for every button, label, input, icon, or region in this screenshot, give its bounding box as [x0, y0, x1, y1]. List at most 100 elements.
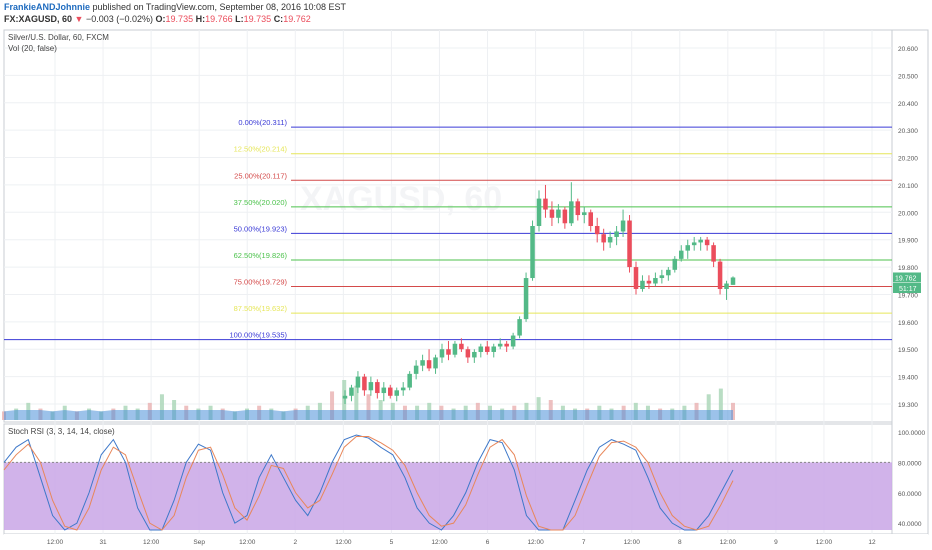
candle-body [472, 351, 477, 358]
candle-body [620, 220, 626, 232]
candle-body [679, 250, 684, 259]
stoch-tick: 100.0000 [898, 430, 925, 437]
candle-body [413, 365, 419, 374]
current-price-value: 19.762 [895, 275, 917, 282]
candle-body [549, 209, 555, 218]
candle-body [485, 346, 490, 352]
volume-layer [2, 380, 735, 420]
candle-body [381, 387, 387, 394]
volume-bar [159, 394, 164, 420]
candle-body [685, 245, 690, 251]
volume-bar [366, 394, 371, 420]
candle-body [530, 226, 535, 279]
volume-bar [706, 394, 711, 420]
time-tick: 31 [99, 539, 107, 546]
fibonacci-retracement[interactable]: 0.00%(20.311) 12.50%(20.214) 25.00%(20.117… [4, 118, 892, 341]
time-tick: 12 [868, 539, 876, 546]
stoch-k-line [3, 434, 734, 531]
candle-body [465, 349, 471, 358]
candle-body [640, 280, 645, 289]
change-arrow: ▼ [74, 14, 84, 24]
fib-level-label: 75.00%(19.729) [234, 278, 288, 287]
time-tick: 12:00 [816, 539, 833, 546]
time-tick: 12:00 [143, 539, 160, 546]
candle-body [426, 360, 432, 369]
candle-body [730, 277, 736, 285]
candle-body [510, 335, 516, 347]
author-link[interactable]: FrankieANDJohnnie [4, 2, 91, 12]
volume-legend: Vol (20, false) [8, 44, 57, 53]
stoch-d-line [3, 436, 734, 531]
candle-body [717, 261, 723, 289]
candle-body [478, 346, 484, 352]
time-axis[interactable] [4, 534, 928, 548]
pane-title: Silver/U.S. Dollar, 60, FXCM [8, 33, 109, 42]
price-tick: 19.800 [898, 265, 918, 272]
time-tick: 9 [774, 539, 778, 546]
price-tick: 19.500 [898, 347, 918, 354]
fib-level-label: 87.50%(19.632) [234, 304, 288, 313]
candle-body [575, 201, 581, 216]
fib-level-label: 0.00%(20.311) [238, 118, 287, 127]
fib-level-label: 37.50%(20.020) [234, 198, 288, 207]
volume-bar [342, 380, 347, 420]
candle-body [491, 346, 496, 352]
open-label: O: [155, 14, 166, 24]
price-tick: 20.500 [898, 73, 918, 80]
candle-body [368, 382, 374, 391]
stoch-title: Stoch RSI (3, 3, 14, 14, close) [8, 427, 115, 436]
candle-body [588, 212, 593, 226]
candle-body [452, 343, 458, 355]
candle-body [666, 269, 671, 276]
volume-bar [718, 388, 723, 420]
candle-body [724, 283, 729, 289]
published-text: published on TradingView.com, September … [92, 2, 347, 12]
candle-body [607, 236, 613, 243]
time-tick: 2 [293, 539, 297, 546]
price-tick: 20.400 [898, 101, 918, 108]
candle-body [646, 280, 652, 284]
stoch-tick: 60.0000 [898, 491, 922, 498]
high-value: 19.766 [205, 14, 233, 24]
volume-bar [354, 385, 359, 420]
watermark: XAGUSD, 60 [300, 180, 502, 218]
candle-body [569, 201, 574, 224]
candle-body [698, 239, 703, 243]
stoch-rsi-layer: 100.0000 80.0000 60.0000 40.0000 [3, 430, 925, 531]
volume-bar [330, 391, 335, 420]
time-tick: 5 [390, 539, 394, 546]
candle-body [562, 209, 568, 224]
fib-level-label: 12.50%(20.214) [234, 145, 288, 154]
candle-body [375, 382, 380, 394]
candle-body [614, 231, 619, 237]
stoch-tick: 40.0000 [898, 521, 922, 528]
candle-body [672, 258, 678, 270]
price-tick: 19.600 [898, 320, 918, 327]
candle-body [594, 226, 600, 235]
price-tick: 20.200 [898, 156, 918, 163]
time-tick: 12:00 [624, 539, 641, 546]
close-label: C: [273, 14, 284, 24]
candle-body [497, 343, 503, 347]
time-tick: 12:00 [335, 539, 352, 546]
time-tick: 7 [582, 539, 586, 546]
main-pane[interactable] [3, 29, 893, 423]
candle-body [407, 373, 412, 388]
current-price-tag: 19.762 51:17 [893, 272, 921, 293]
symbol-label[interactable]: FX:XAGUSD, 60 [4, 14, 73, 24]
watermark-group: XAGUSD, 60 [300, 180, 502, 218]
time-tick: Sep [193, 539, 205, 546]
candle-body [556, 209, 561, 218]
time-axis-labels: 12:00 31 12:00 Sep 12:00 2 12:00 5 12:00 6 12:00 7 1… [47, 539, 876, 546]
price-tick: 20.000 [898, 210, 918, 217]
candle-body [355, 376, 361, 388]
stoch-band [4, 462, 892, 530]
candle-body [536, 198, 542, 226]
candle-body [517, 319, 522, 336]
time-tick: 12:00 [47, 539, 64, 546]
candle-body [627, 220, 632, 268]
volume-ma-area [4, 410, 733, 420]
fib-level-label: 62.50%(19.826) [234, 251, 288, 260]
candle-body [400, 387, 406, 391]
